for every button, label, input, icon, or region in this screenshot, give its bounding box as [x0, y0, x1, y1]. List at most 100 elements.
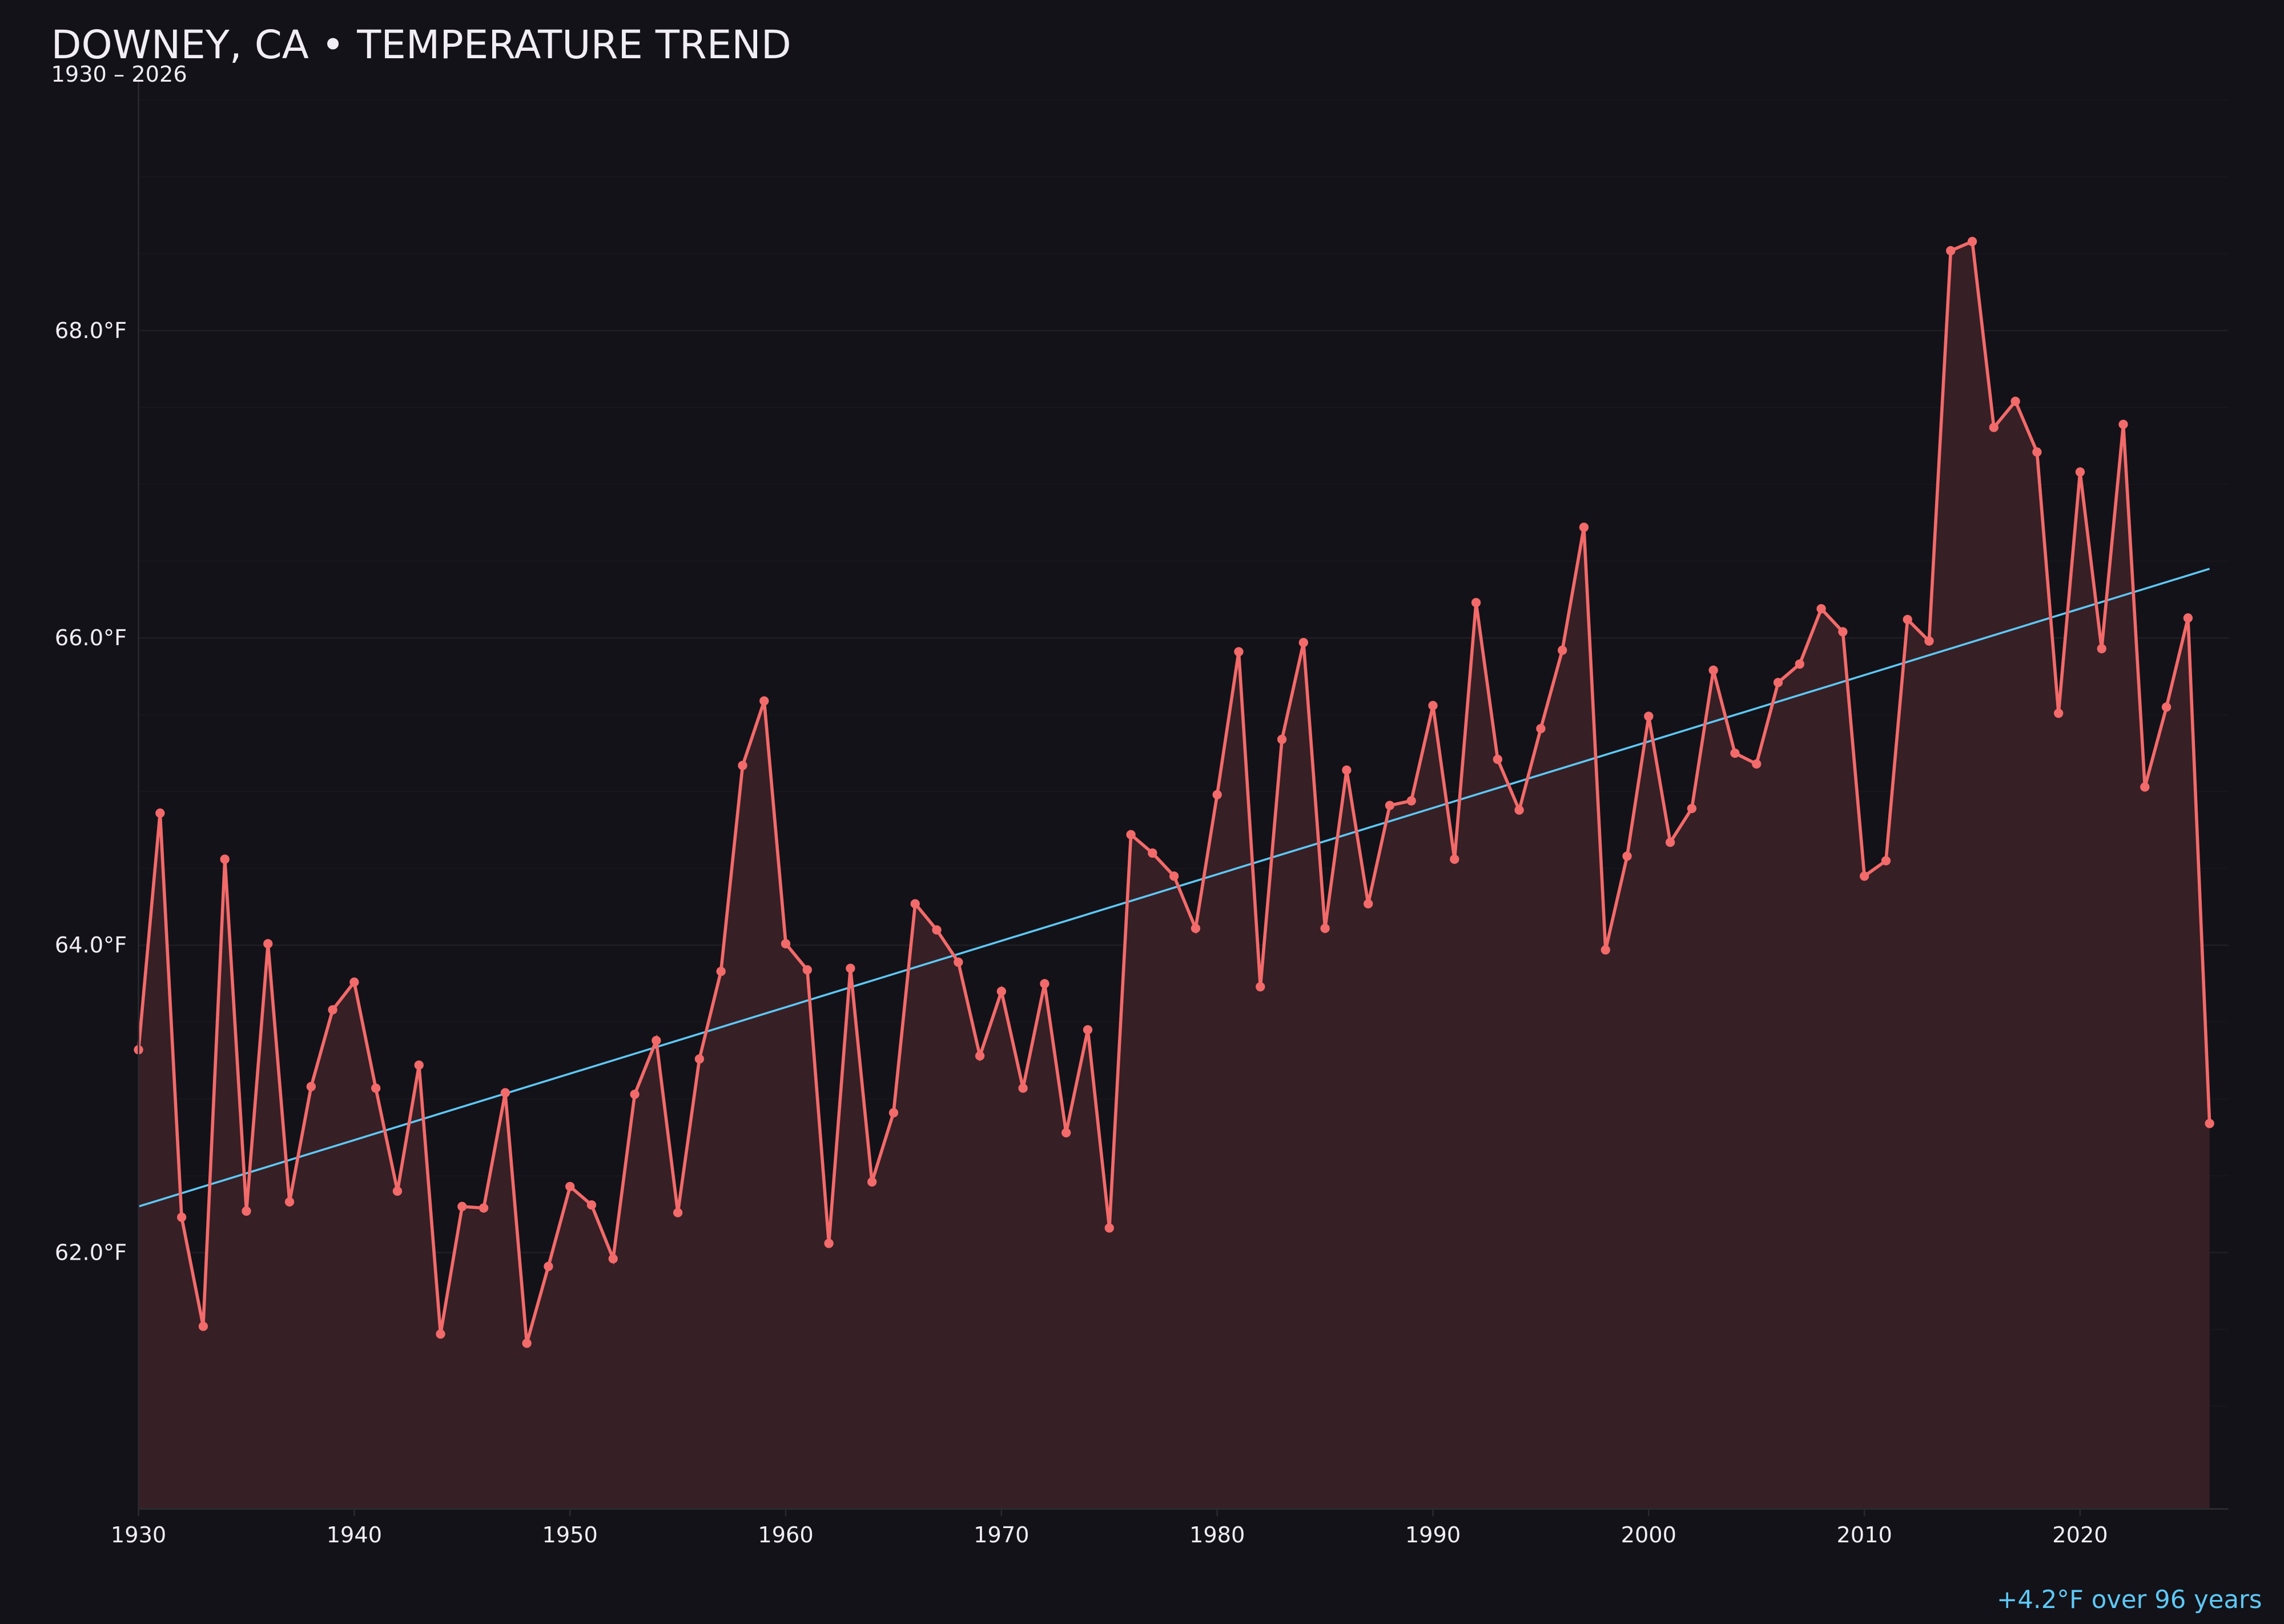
- data-point: [1838, 627, 1848, 637]
- data-point: [608, 1254, 618, 1264]
- data-point: [349, 977, 359, 987]
- data-point: [1536, 723, 1546, 734]
- data-point: [1816, 604, 1826, 614]
- data-point: [954, 957, 963, 967]
- trend-line: [138, 568, 2210, 1208]
- y-tick-label: 62.0°F: [55, 1240, 127, 1265]
- x-ticks: 1930 1940 1950 1960 1970 1980 1990 2000 2010 2020: [111, 1509, 2108, 1548]
- data-point: [738, 761, 747, 770]
- y-ticks: 62.0°F 64.0°F 66.0°F 68.0°F: [55, 318, 127, 1266]
- x-tick-label: 2020: [2052, 1522, 2108, 1548]
- data-point: [1730, 748, 1740, 758]
- data-point: [1601, 945, 1610, 955]
- data-point: [1859, 871, 1869, 881]
- data-point: [1924, 636, 1934, 646]
- data-point: [544, 1261, 553, 1271]
- data-point: [1083, 1025, 1093, 1035]
- data-point: [1018, 1083, 1028, 1093]
- data-point: [975, 1051, 985, 1061]
- data-point: [996, 986, 1007, 996]
- data-point: [1277, 734, 1287, 744]
- data-point: [932, 925, 942, 935]
- data-point: [2118, 419, 2128, 429]
- data-point: [242, 1206, 251, 1216]
- data-point: [1298, 638, 1308, 648]
- data-point: [1040, 979, 1049, 988]
- data-point: [2097, 644, 2106, 654]
- data-point: [586, 1200, 597, 1210]
- data-point: [565, 1181, 575, 1192]
- data-point: [1104, 1223, 1114, 1233]
- data-point: [176, 1212, 187, 1222]
- data-point: [824, 1239, 834, 1248]
- data-point: [328, 1005, 337, 1015]
- data-point: [694, 1054, 705, 1064]
- y-tick-label: 66.0°F: [55, 625, 127, 651]
- data-point: [1622, 851, 1632, 861]
- data-point: [1665, 837, 1675, 847]
- data-point: [802, 965, 812, 975]
- data-point: [1148, 848, 1157, 858]
- data-point: [155, 808, 165, 818]
- data-point: [1881, 856, 1891, 866]
- y-tick-label: 68.0°F: [55, 318, 127, 344]
- x-tick-label: 1940: [327, 1522, 382, 1548]
- data-point: [1989, 423, 1998, 432]
- data-point: [1644, 711, 1654, 721]
- x-tick-label: 2010: [1836, 1522, 1892, 1548]
- data-point: [1428, 701, 1438, 710]
- data-point: [1342, 765, 1352, 775]
- x-tick-label: 1930: [111, 1522, 166, 1548]
- data-point: [1256, 982, 1265, 992]
- data-point: [846, 963, 855, 973]
- data-point: [2032, 447, 2042, 457]
- data-point: [716, 966, 726, 976]
- data-point: [867, 1177, 877, 1187]
- data-point: [306, 1082, 316, 1092]
- data-point: [2140, 782, 2150, 792]
- data-point: [1471, 598, 1481, 608]
- data-point: [1212, 790, 1222, 799]
- data-point: [371, 1083, 381, 1093]
- data-point: [888, 1108, 899, 1117]
- data-point: [630, 1090, 640, 1099]
- data-point: [1967, 236, 1977, 247]
- data-point: [2183, 613, 2193, 623]
- data-point: [673, 1208, 683, 1217]
- chart-title: DOWNEY, CA • TEMPERATURE TREND: [51, 22, 791, 68]
- data-point: [263, 939, 273, 948]
- x-tick-label: 1970: [974, 1522, 1029, 1548]
- data-point: [1450, 854, 1459, 864]
- data-point: [1708, 665, 1718, 675]
- data-point: [1320, 923, 1330, 933]
- data-point: [1169, 871, 1179, 881]
- data-point: [220, 854, 230, 864]
- data-point: [1579, 522, 1589, 532]
- data-point: [1687, 803, 1697, 814]
- data-point: [652, 1036, 661, 1046]
- data-point: [392, 1186, 403, 1196]
- data-point: [414, 1060, 424, 1070]
- x-tick-label: 1960: [758, 1522, 813, 1548]
- data-point: [1385, 801, 1395, 810]
- data-point: [1903, 614, 1912, 625]
- area-fill: [138, 241, 2210, 1509]
- data-point: [1363, 899, 1373, 909]
- data-point: [522, 1338, 532, 1348]
- data-point: [436, 1329, 445, 1339]
- data-point: [1126, 830, 1136, 839]
- data-point: [500, 1088, 510, 1098]
- data-point: [910, 899, 920, 909]
- data-point: [284, 1197, 295, 1207]
- y-tick-label: 64.0°F: [55, 932, 127, 958]
- data-points: [134, 236, 2214, 1348]
- data-point: [781, 939, 791, 948]
- data-point: [1061, 1128, 1071, 1137]
- data-point: [2054, 708, 2064, 718]
- data-point: [1773, 678, 1783, 688]
- data-point: [759, 696, 769, 706]
- x-tick-label: 1980: [1189, 1522, 1245, 1548]
- data-point: [2075, 467, 2085, 477]
- chart-subtitle: 1930 – 2026: [51, 62, 187, 87]
